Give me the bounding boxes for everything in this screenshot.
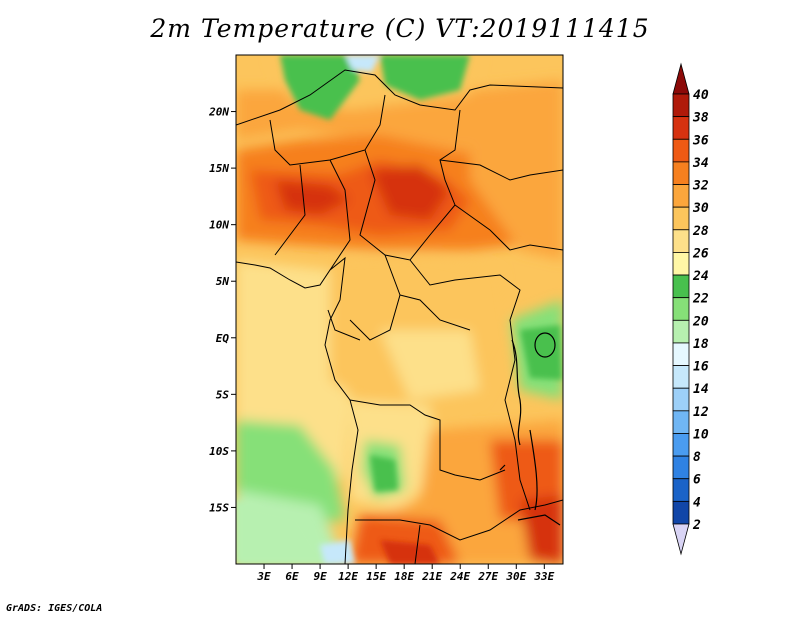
chart-title: 2m Temperature (C) VT:2019111415 — [150, 14, 650, 43]
lon-tick-label: 3E — [256, 570, 271, 583]
colorbar-level-label: 2 — [692, 518, 701, 533]
colorbar-level-label: 14 — [693, 382, 709, 397]
colorbar-swatch — [672, 478, 690, 502]
colorbar-swatch — [672, 297, 690, 321]
lat-tick-label: 10S — [209, 445, 229, 458]
colorbar-level-label: 40 — [693, 88, 709, 103]
lat-tick-label: 5N — [216, 275, 230, 288]
colorbar-swatch — [672, 410, 690, 434]
colorbar-under-triangle — [672, 523, 690, 556]
colorbar-level-label: 10 — [693, 427, 709, 442]
lon-tick-label: 30E — [505, 570, 526, 583]
lat-tick-label: 15N — [209, 162, 229, 175]
lon-tick-label: 27E — [477, 570, 498, 583]
colorbar-level-label: 12 — [693, 405, 709, 420]
temperature-field — [236, 55, 563, 564]
colorbar-swatch — [672, 161, 690, 185]
colorbar-swatch — [672, 252, 690, 276]
colorbar-over-triangle — [672, 62, 690, 95]
colorbar-swatch — [672, 229, 690, 253]
colorbar-level-label: 34 — [692, 156, 709, 171]
colorbar-swatch — [672, 455, 690, 480]
colorbar-swatch — [672, 116, 690, 140]
colorbar-level-label: 32 — [692, 179, 709, 194]
colorbar-swatch — [672, 138, 690, 163]
lake-outlines — [499, 332, 561, 526]
lat-tick-label: 10N — [209, 219, 229, 232]
lon-tick-label: 18E — [394, 570, 414, 583]
colorbar-level-label: 4 — [693, 495, 701, 510]
lon-tick-label: 21E — [421, 570, 442, 583]
colorbar-swatch — [672, 365, 690, 389]
country-borders — [236, 69, 563, 564]
lon-axis: 3E 6E 9E 12E 15E 18E 21E 24E 27E 30E 33E — [256, 564, 555, 583]
lat-tick-label: EQ — [216, 332, 230, 345]
lon-tick-label: 6E — [285, 570, 299, 583]
colorbar-level-label: 22 — [692, 292, 709, 307]
colorbar-level-label: 26 — [692, 246, 709, 261]
colorbar-level-label: 38 — [692, 111, 709, 126]
lon-tick-label: 24E — [449, 570, 470, 583]
lon-tick-label: 33E — [533, 570, 554, 583]
colorbar-level-label: 24 — [692, 269, 709, 284]
colorbar-level-label: 18 — [693, 337, 709, 352]
lon-tick-label: 15E — [366, 570, 386, 583]
colorbar-swatch — [672, 500, 690, 525]
colorbar-level-label: 28 — [692, 224, 709, 239]
credit-footer: GrADS: IGES/COLA — [6, 603, 103, 614]
lon-tick-label: 9E — [313, 570, 327, 583]
colorbar-level-label: 20 — [692, 314, 709, 329]
lat-axis: 20N 15N 10N 5N EQ 5S 10S 15S — [208, 106, 236, 514]
colorbar-swatch — [672, 319, 690, 344]
colorbar-level-label: 6 — [693, 473, 701, 488]
colorbar-swatch — [672, 93, 690, 118]
colorbar-swatch — [672, 433, 690, 457]
map-frame — [235, 54, 564, 565]
lat-tick-label: 20N — [208, 106, 229, 119]
colorbar-level-label: 8 — [693, 450, 701, 465]
lat-tick-label: 5S — [216, 388, 230, 401]
colorbar-swatch — [672, 387, 690, 412]
lon-tick-label: 12E — [338, 570, 358, 583]
colorbar-swatch — [672, 274, 690, 299]
colorbar-swatch — [672, 206, 690, 231]
colorbar-swatch — [672, 342, 690, 366]
colorbar-level-label: 16 — [693, 360, 709, 375]
colorbar-level-label: 36 — [692, 133, 709, 148]
colorbar-level-label: 30 — [692, 201, 709, 216]
colorbar-swatch — [672, 184, 690, 208]
lat-tick-label: 15S — [209, 501, 229, 514]
